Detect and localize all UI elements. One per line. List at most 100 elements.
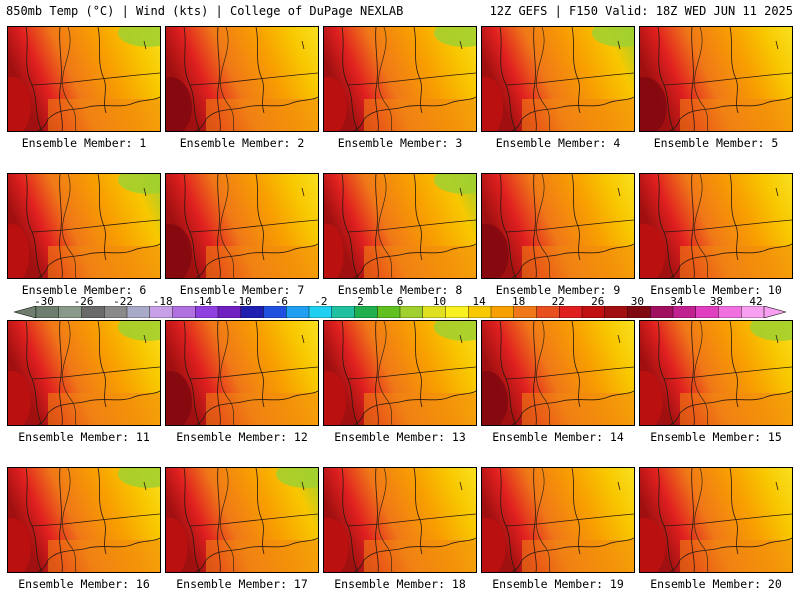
state-border <box>533 174 537 278</box>
heat-core <box>324 518 349 572</box>
heat-core <box>482 371 508 425</box>
ensemble-member-label: Ensemble Member: 18 <box>334 577 466 591</box>
gulf-coastline <box>511 559 523 572</box>
river <box>459 334 463 344</box>
ensemble-member-map <box>165 26 319 132</box>
gulf-warm-region <box>206 246 318 278</box>
gulf-coastline <box>679 96 792 120</box>
gulf-warm-region <box>522 99 634 131</box>
state-border <box>255 174 265 261</box>
ensemble-member-label: Ensemble Member: 12 <box>176 430 308 444</box>
state-border <box>413 468 423 555</box>
colorbar-tick-label: -30 <box>34 295 54 308</box>
state-border <box>97 468 107 555</box>
state-border <box>729 27 739 114</box>
colorbar-tick-label: 42 <box>749 295 763 308</box>
cool-region <box>750 321 792 341</box>
gulf-coastline <box>195 559 207 572</box>
gulf-warm-region <box>364 99 476 131</box>
gulf-coastline <box>353 412 365 425</box>
heat-core <box>482 77 504 131</box>
ensemble-member-label: Ensemble Member: 5 <box>653 136 779 150</box>
heat-core <box>166 77 192 131</box>
gulf-coastline <box>37 265 49 278</box>
ensemble-member-map <box>639 467 793 573</box>
colorbar-tick-label: 26 <box>591 295 605 308</box>
ensemble-member-map <box>165 320 319 426</box>
state-border <box>505 219 634 233</box>
colorbar-tick-label: 6 <box>396 295 404 308</box>
state-border <box>189 366 318 380</box>
state-border <box>189 513 318 527</box>
gulf-coastline <box>521 537 634 561</box>
state-border <box>663 366 792 380</box>
gulf-coastline <box>205 243 318 267</box>
isotherm-contour <box>694 468 709 572</box>
ensemble-member-map <box>323 320 477 426</box>
colorbar-tick-label: -10 <box>231 295 252 308</box>
isotherm-contour <box>536 27 551 131</box>
state-border <box>729 321 739 408</box>
river <box>301 334 305 344</box>
gulf-coastline <box>353 265 365 278</box>
ensemble-member-label: Ensemble Member: 15 <box>650 430 782 444</box>
state-border <box>31 366 160 380</box>
heat-core <box>482 518 506 572</box>
cool-region <box>118 321 160 341</box>
gulf-coastline <box>669 412 681 425</box>
colorbar-tick-label: 2 <box>357 295 364 308</box>
gulf-coastline <box>679 390 792 414</box>
ensemble-member-label: Ensemble Member: 13 <box>334 430 466 444</box>
gulf-warm-region <box>522 246 634 278</box>
state-border <box>505 366 634 380</box>
ensemble-member-map <box>7 320 161 426</box>
ensemble-member-map <box>165 173 319 279</box>
state-border <box>571 174 581 261</box>
gulf-warm-region <box>680 99 792 131</box>
state-border <box>217 27 221 131</box>
gulf-coastline <box>353 559 365 572</box>
cool-region <box>276 468 318 488</box>
state-border <box>217 468 221 572</box>
state-border <box>255 27 265 114</box>
state-border <box>31 513 160 527</box>
colorbar-tick-label: 18 <box>512 295 526 308</box>
isotherm-contour <box>694 174 709 278</box>
colorbar-tick-label: 30 <box>630 295 644 308</box>
state-border <box>375 27 379 131</box>
heat-core <box>324 371 346 425</box>
state-border <box>505 72 634 86</box>
map-title: 850mb Temp (°C) | Wind (kts) | College o… <box>6 4 404 18</box>
isotherm-contour <box>536 174 551 278</box>
cool-region <box>118 27 160 47</box>
gulf-warm-region <box>680 393 792 425</box>
ensemble-member-label: Ensemble Member: 17 <box>176 577 308 591</box>
isotherm-contour <box>62 468 77 572</box>
isotherm-contour <box>378 174 393 278</box>
state-border <box>189 72 318 86</box>
ensemble-member-label: Ensemble Member: 3 <box>337 136 463 150</box>
isotherm-contour <box>536 321 551 425</box>
gulf-coastline <box>47 96 160 120</box>
ensemble-member-label: Ensemble Member: 20 <box>650 577 782 591</box>
river <box>775 187 779 197</box>
heat-core <box>8 371 31 425</box>
gulf-warm-region <box>206 540 318 572</box>
heat-core <box>8 224 30 278</box>
state-border <box>533 321 537 425</box>
isotherm-contour <box>220 468 235 572</box>
state-border <box>663 72 792 86</box>
colorbar-tick-label: 10 <box>432 295 447 308</box>
gulf-coastline <box>363 390 476 414</box>
isotherm-contour <box>62 27 77 131</box>
state-border <box>255 321 265 408</box>
state-border <box>571 321 581 408</box>
cool-region <box>118 468 160 488</box>
cool-region <box>118 174 160 194</box>
state-border <box>97 174 107 261</box>
ensemble-member-label: Ensemble Member: 8 <box>337 283 463 297</box>
state-border <box>413 174 423 261</box>
gulf-coastline <box>47 243 160 267</box>
state-border <box>97 27 107 114</box>
state-border <box>189 219 318 233</box>
